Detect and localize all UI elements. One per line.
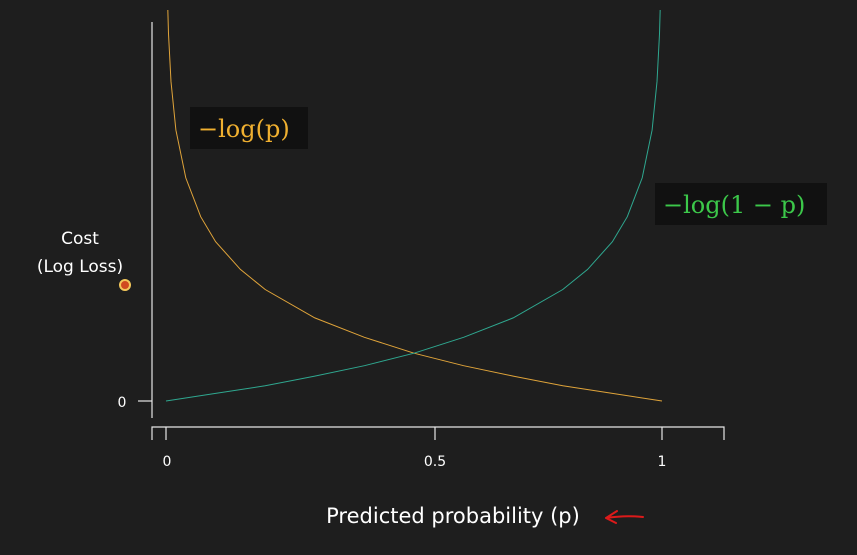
series-neg-log-one-minus-p-line <box>165 10 661 402</box>
formula-label-neg-log-one-minus-p: −log(1 − p) <box>663 191 805 219</box>
x-tick-label-1: 1 <box>658 454 667 470</box>
y-tick-label-0: 0 <box>118 395 127 411</box>
left-arrow-annotation-icon <box>605 510 644 524</box>
cursor-pointer-icon <box>119 279 131 291</box>
y-axis-label-line1: Cost <box>61 229 99 249</box>
x-tick-label-0: 0 <box>163 454 172 470</box>
series-neg-log-p-line <box>167 10 663 402</box>
y-axis-label-line2: (Log Loss) <box>37 257 123 277</box>
formula-box-neg-log-one-minus-p <box>655 183 827 225</box>
formula-box-neg-log-p <box>190 107 308 149</box>
x-axis-line <box>151 426 725 440</box>
x-axis-label: Predicted probability (p) <box>326 504 580 528</box>
formula-label-neg-log-p: −log(p) <box>198 115 290 143</box>
x-tick-label-0.5: 0.5 <box>424 454 446 470</box>
